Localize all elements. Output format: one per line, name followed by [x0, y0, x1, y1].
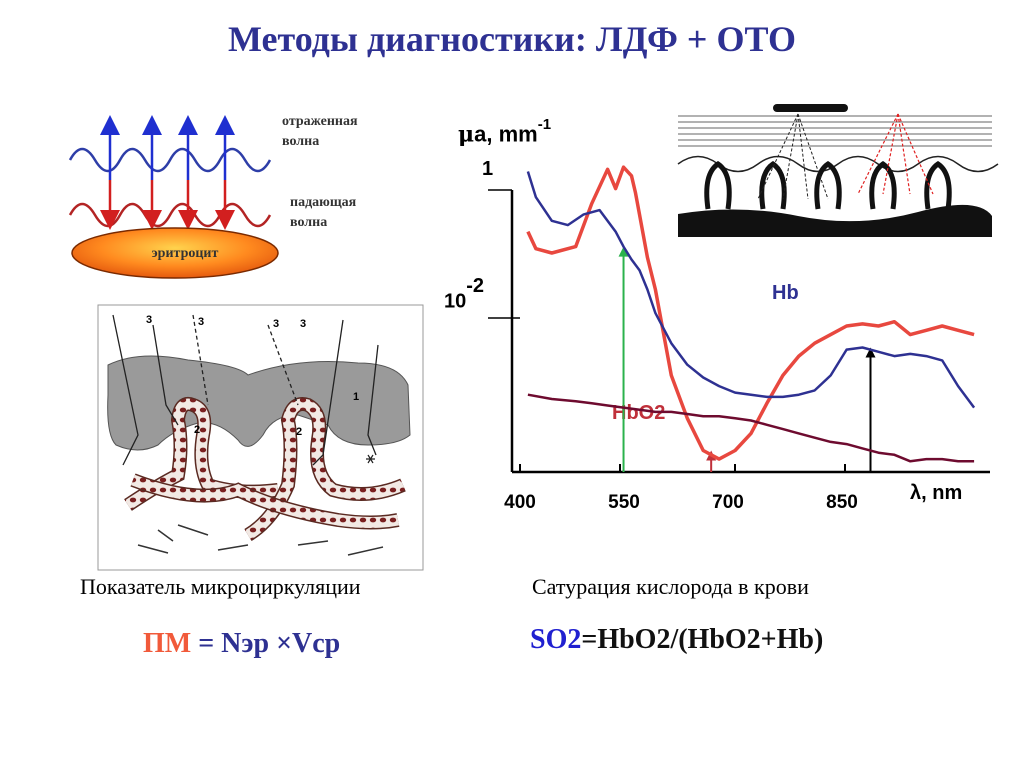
tissue-label-1: 1	[353, 391, 359, 403]
erythrocyte-label: эритроцит	[151, 246, 219, 261]
reflected-wave	[68, 147, 272, 173]
y-tick-1: 1	[482, 158, 494, 180]
so2-formula: SO2=HbO2/(HbO2+Hb)	[530, 624, 823, 656]
y-axis-label: μa, mm-1	[458, 116, 552, 148]
left-caption: Показатель микроциркуляции	[80, 574, 361, 599]
tissue-label-3a: 3	[146, 314, 152, 326]
pm-formula: ПМ = Nэр ×Vср	[143, 628, 340, 660]
tissue-diagram: 3 3 3 3 2 2 1	[97, 304, 424, 571]
wavelength-marker-head-1	[706, 450, 717, 461]
incident-wave-label: падающая волна	[290, 195, 357, 230]
series-label-hbo2: HbO2	[612, 402, 666, 424]
wave-diagram	[68, 115, 279, 279]
so2-label: SO2	[530, 624, 582, 655]
tissue-label-2b: 2	[296, 426, 302, 438]
pm-label: ПМ	[143, 628, 192, 659]
x-tick-400: 400	[504, 492, 536, 513]
so2-formula-rest: =HbO2/(HbO2+Hb)	[581, 624, 824, 655]
reflected-wave-label: отраженная волна	[282, 114, 358, 149]
page-title: Методы диагностики: ЛДФ + ОТО	[228, 19, 796, 59]
wavelength-marker-head-2	[865, 347, 876, 358]
tissue-label-3d: 3	[300, 318, 306, 330]
erythrocyte-shape	[71, 227, 279, 279]
y-tick-2: 10-2	[444, 275, 485, 313]
x-tick-700: 700	[712, 492, 744, 513]
incident-wave	[68, 202, 272, 228]
tissue-label-3b: 3	[198, 316, 204, 328]
x-tick-550: 550	[608, 492, 640, 513]
x-tick-850: 850	[826, 492, 858, 513]
pm-formula-rest: = Nэр ×Vср	[191, 628, 341, 659]
tissue-label-3c: 3	[273, 318, 279, 330]
skin-section-diagram	[677, 104, 999, 237]
series-label-hb: Hb	[772, 282, 799, 304]
series-line-unnamed	[527, 393, 975, 463]
tissue-label-2a: 2	[194, 424, 200, 436]
wavelength-marker-head-0	[618, 246, 629, 257]
right-caption: Сатурация кислорода в крови	[532, 574, 809, 599]
x-axis-label: λ, nm	[910, 482, 963, 504]
